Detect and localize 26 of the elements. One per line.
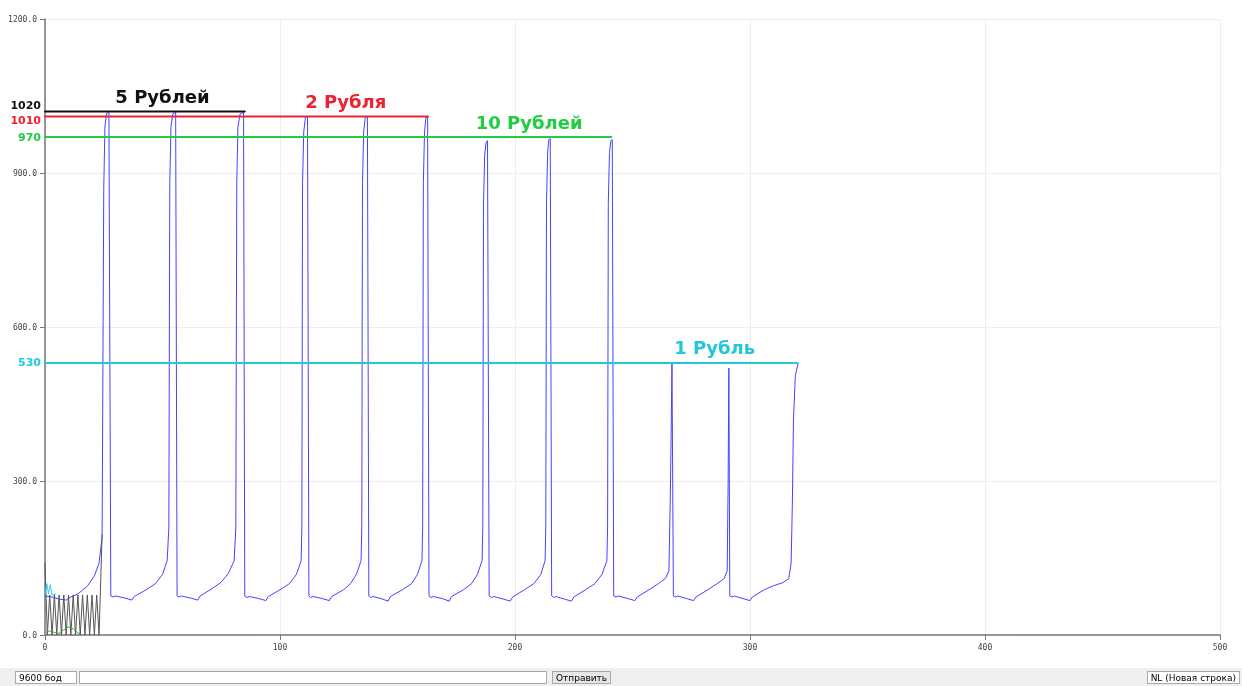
line-series: [44, 111, 799, 602]
y-tick-label: 600.0: [12, 322, 38, 332]
y-tick-label: 1200.0: [8, 14, 38, 24]
line-series: [44, 583, 57, 596]
data-label: 1020: [10, 98, 42, 112]
y-tick-label: 300.0: [12, 476, 38, 486]
series-label: 5 Рублей: [115, 85, 210, 107]
dropdown-field: 9600 бод: [15, 671, 77, 684]
x-tick-label: 100: [272, 642, 288, 652]
line-series: [44, 534, 103, 636]
line-series: [44, 626, 81, 635]
x-tick-label: 400: [977, 642, 993, 652]
x-tick-label: 200: [507, 642, 523, 652]
series-label: 2 Рубля: [305, 91, 387, 113]
y-tick-label: 900.0: [12, 168, 38, 178]
x-tick-label: 300: [742, 642, 758, 652]
data-label: 1010: [10, 114, 42, 128]
series-label: 10 Рублей: [475, 111, 583, 133]
data-label: 970: [18, 130, 42, 144]
data-label: 530: [18, 356, 42, 370]
x-tick-label: 0: [42, 642, 48, 652]
x-tick-label: 500: [1212, 642, 1228, 652]
y-tick-label: 0.0: [22, 630, 38, 640]
series-label: 1 Рубль: [674, 337, 756, 359]
dropdown-field: NL (Новая строка): [1146, 671, 1240, 684]
button: Отправить: [552, 671, 612, 684]
